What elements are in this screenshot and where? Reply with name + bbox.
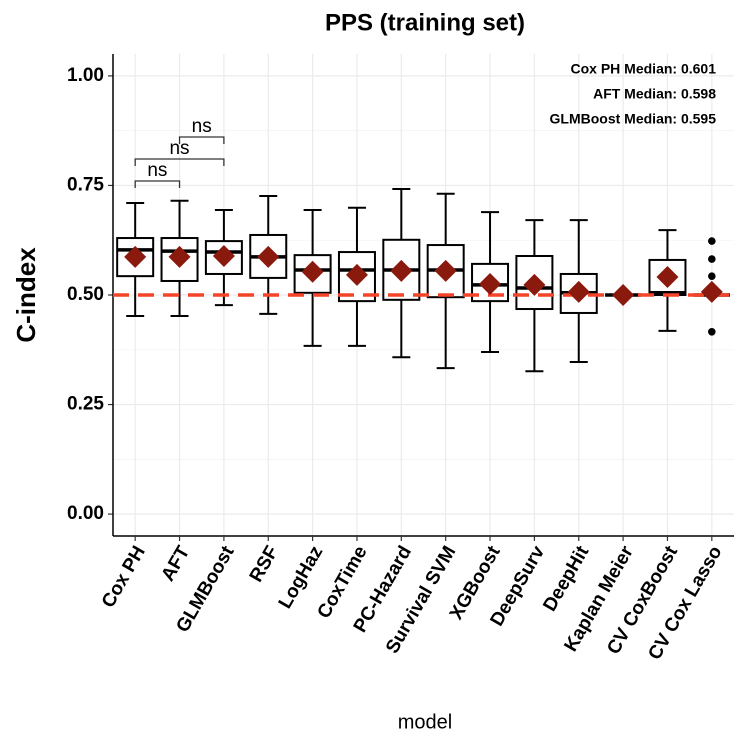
y-tick-label: 0.00 [67,503,104,524]
x-tick-label: RSF [246,543,283,586]
outlier [708,272,716,280]
y-tick-label: 0.50 [67,284,104,305]
x-tick-label: AFT [158,542,195,585]
mean-marker [434,259,457,282]
significance-bracket [178,136,225,144]
significance-label: ns [147,160,167,181]
mean-marker [301,260,324,283]
chart-title: PPS (training set) [325,9,525,36]
mean-marker [567,280,590,303]
outlier [708,328,716,336]
outlier [708,237,716,245]
median-annotation: Cox PH Median: 0.601 [571,61,717,77]
significance-bracket [134,158,225,166]
mean-marker [479,273,502,296]
significance-label: ns [192,116,212,137]
box-group [426,192,465,370]
x-tick-label: Cox PH [98,543,150,612]
y-tick-label: 1.00 [67,65,104,86]
mean-marker [257,245,280,268]
outlier [708,255,716,263]
mean-marker [390,259,413,282]
y-tick-label: 0.25 [67,394,104,415]
significance-label: ns [169,138,189,159]
mean-marker [700,280,723,303]
y-axis-title: C-index [11,247,41,343]
y-tick-label: 0.75 [67,174,104,195]
significance-bracket [134,180,181,188]
mean-marker [523,273,546,296]
mean-marker [612,284,635,306]
median-annotation: AFT Median: 0.598 [593,86,716,102]
mean-marker [168,245,191,268]
mean-marker [656,266,679,289]
mean-marker [345,263,368,286]
mean-marker [124,245,147,268]
mean-marker [212,245,235,268]
median-annotation: GLMBoost Median: 0.595 [550,111,717,127]
x-axis-title: model [398,711,452,733]
